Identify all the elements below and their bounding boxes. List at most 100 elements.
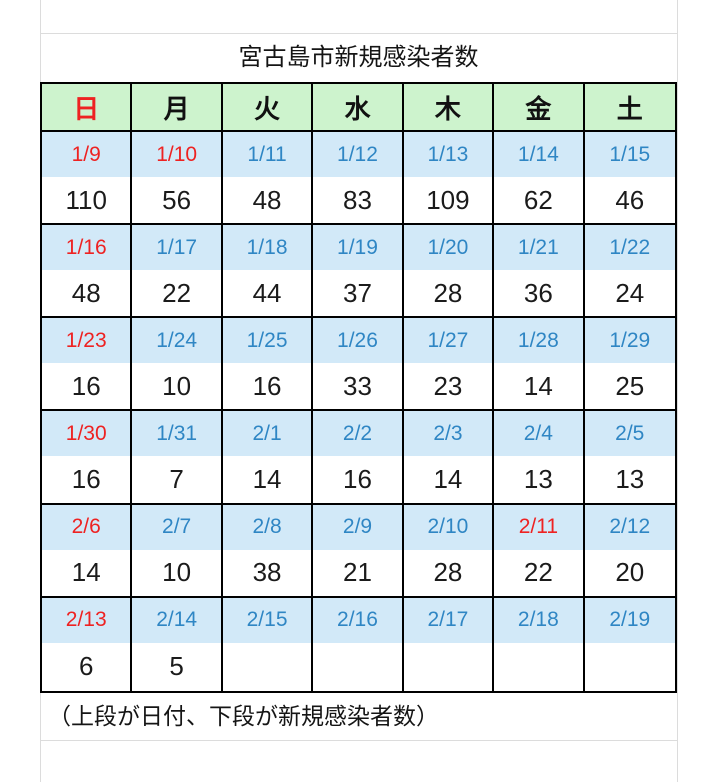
- date-cell: 2/13: [42, 597, 131, 643]
- count-cell: 16: [71, 464, 101, 495]
- count-cell: 23: [433, 370, 463, 401]
- count-cell: 10: [162, 557, 192, 588]
- count-cell: 16: [252, 370, 282, 401]
- date-cell: 1/28: [494, 318, 583, 364]
- date-cell: 2/6: [42, 504, 131, 550]
- date-cell: 2/1: [222, 411, 312, 457]
- week-cell: 1/18 44: [222, 225, 314, 319]
- date-cell: 1/21: [494, 225, 583, 271]
- date-cell: 2/2: [313, 411, 402, 457]
- week-cell: 2/11 22: [494, 504, 585, 598]
- count-cell: 25: [615, 370, 645, 401]
- count-cell: 28: [433, 277, 463, 308]
- week-cell: 2/12 20: [584, 504, 675, 598]
- date-cell: 1/25: [222, 318, 312, 364]
- count-cell: 56: [162, 184, 192, 215]
- date-cell: 2/10: [403, 504, 493, 550]
- count-cell: 22: [523, 557, 553, 588]
- week-cell: 2/18: [494, 597, 585, 691]
- count-cell: 7: [169, 464, 184, 495]
- date-cell: 1/16: [42, 225, 131, 271]
- count-cell: 16: [71, 370, 101, 401]
- day-header-cell: 金: [494, 84, 585, 132]
- date-cell: 1/13: [403, 132, 493, 177]
- count-cell: 36: [523, 277, 553, 308]
- count-cell: 33: [343, 370, 372, 401]
- week-cell: 1/31 7: [132, 411, 223, 505]
- count-cell: 14: [252, 464, 282, 495]
- count-cell: 48: [71, 277, 101, 308]
- count-cell: 109: [426, 184, 470, 215]
- date-cell: 1/17: [132, 225, 221, 271]
- week-cell: 2/7 10: [132, 504, 223, 598]
- week-cell: 1/13 109: [403, 132, 495, 226]
- date-cell: 1/27: [403, 318, 493, 364]
- week-cell: 2/15: [222, 597, 314, 691]
- week-cell: 1/10 56: [132, 132, 223, 226]
- week-cell: 2/14 5: [132, 597, 223, 691]
- week-cell: 1/16 48: [42, 225, 133, 319]
- date-cell: 2/9: [313, 504, 402, 550]
- count-cell: 21: [343, 557, 372, 588]
- date-cell: 2/19: [584, 597, 675, 643]
- date-cell: 1/14: [494, 132, 583, 177]
- date-cell: 1/31: [132, 411, 221, 457]
- day-header-cell: 木: [403, 84, 495, 132]
- footnote: （上段が日付、下段が新規感染者数）: [48, 703, 439, 729]
- week-cell: 1/25 16: [222, 318, 314, 412]
- date-cell: 2/12: [584, 504, 675, 550]
- count-cell: 44: [252, 277, 282, 308]
- count-cell: 48: [252, 184, 282, 215]
- sheet-gridline-bottom: [40, 740, 677, 741]
- week-cell: 1/30 16: [42, 411, 133, 505]
- date-cell: 2/15: [222, 597, 312, 643]
- week-cell: 2/16: [313, 597, 404, 691]
- week-cell: 1/28 14: [494, 318, 585, 412]
- count-cell: 10: [162, 370, 192, 401]
- date-cell: 2/7: [132, 504, 221, 550]
- count-cell: 24: [615, 277, 645, 308]
- week-cell: 2/1 14: [222, 411, 314, 505]
- week-cell: 2/8 38: [222, 504, 314, 598]
- date-cell: 2/18: [494, 597, 583, 643]
- date-cell: 1/19: [313, 225, 402, 271]
- date-cell: 1/22: [584, 225, 675, 271]
- date-cell: 1/11: [222, 132, 312, 177]
- date-cell: 2/11: [494, 504, 583, 550]
- count-cell: 37: [343, 277, 372, 308]
- week-cell: 2/13 6: [42, 597, 133, 691]
- count-cell: 83: [343, 184, 372, 215]
- date-cell: 1/15: [584, 132, 675, 177]
- count-cell: 38: [252, 557, 282, 588]
- week-cell: 1/12 83: [313, 132, 404, 226]
- count-cell: 13: [523, 464, 553, 495]
- count-cell: 14: [71, 557, 101, 588]
- count-cell: 6: [78, 651, 94, 682]
- week-cell: 1/22 24: [584, 225, 675, 319]
- count-cell: 46: [615, 184, 645, 215]
- date-cell: 1/9: [42, 132, 131, 177]
- date-cell: 1/23: [42, 318, 131, 364]
- count-cell: 14: [433, 464, 463, 495]
- week-cell: 2/9 21: [313, 504, 404, 598]
- count-cell: [404, 643, 492, 691]
- date-cell: 1/12: [313, 132, 402, 177]
- week-cell: 2/5 13: [584, 411, 675, 505]
- day-header-cell: 火: [222, 84, 314, 132]
- day-header-cell: 月: [132, 84, 223, 132]
- week-cell: 1/15 46: [584, 132, 675, 226]
- count-cell: 14: [523, 370, 553, 401]
- sheet-gridline-top: [40, 33, 677, 34]
- week-cell: 1/19 37: [313, 225, 404, 319]
- count-cell: [494, 643, 582, 691]
- date-cell: 1/20: [403, 225, 493, 271]
- date-cell: 1/26: [313, 318, 402, 364]
- date-cell: 1/30: [42, 411, 131, 457]
- date-cell: 2/17: [403, 597, 493, 643]
- count-cell: 16: [343, 464, 372, 495]
- date-cell: 1/18: [222, 225, 312, 271]
- count-cell: [223, 643, 311, 691]
- week-cell: 2/4 13: [494, 411, 585, 505]
- week-cell: 2/2 16: [313, 411, 404, 505]
- date-cell: 1/24: [132, 318, 221, 364]
